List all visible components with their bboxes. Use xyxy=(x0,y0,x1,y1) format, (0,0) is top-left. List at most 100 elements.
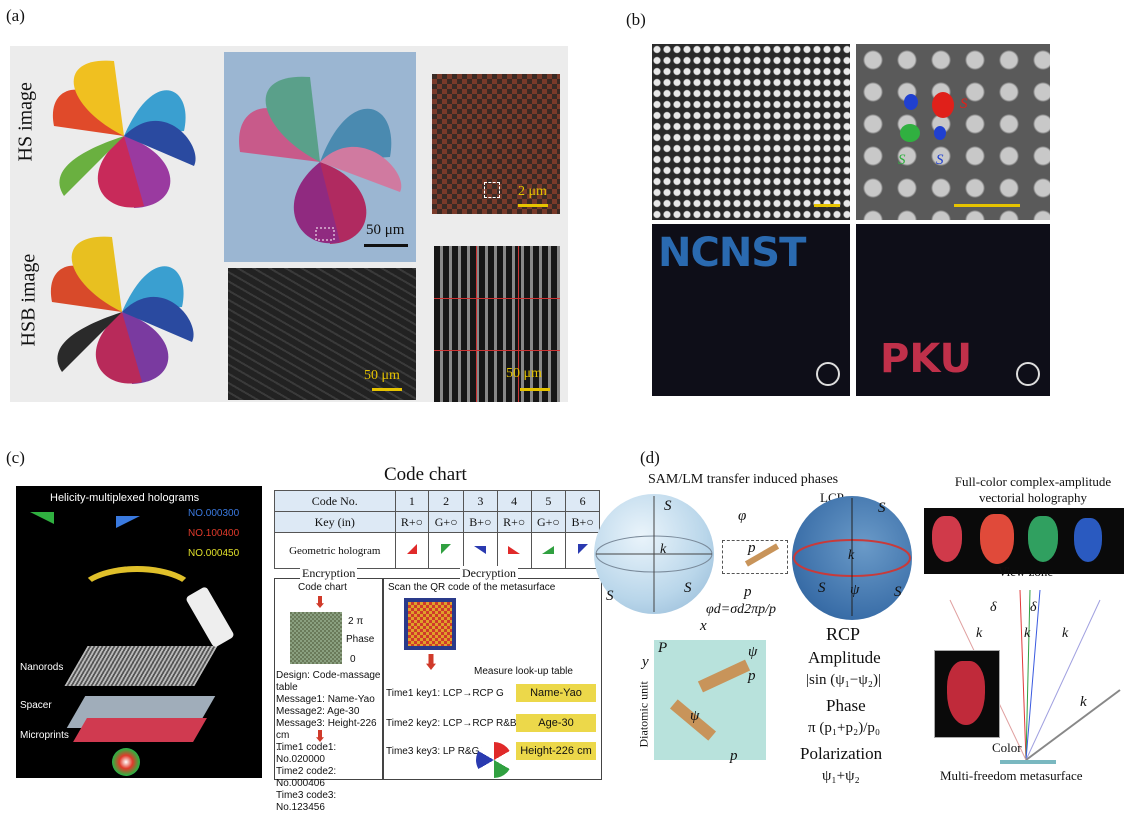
parrot-green xyxy=(1028,516,1058,562)
s-g-label: S xyxy=(898,152,906,168)
rcp-label: RCP xyxy=(826,624,861,644)
red-pillar xyxy=(932,92,954,118)
kx0-label: k xyxy=(660,542,667,557)
blue-triangle xyxy=(116,516,140,528)
P0-label: P xyxy=(658,640,668,656)
phase-eq-2: φd=σd2πp/p xyxy=(706,602,776,617)
time-key-2: Time2 key2: LCP→RCP R&B xyxy=(386,718,517,729)
p-label: p xyxy=(748,540,756,556)
holo-title: Helicity-multiplexed holograms xyxy=(50,492,200,504)
hs-pinwheel-image xyxy=(52,60,196,208)
scale-text-2um: 2 μm xyxy=(518,184,547,199)
phase-eq: π (p₁+p₂)/p₀ xyxy=(808,720,881,736)
amplitude-label: Amplitude xyxy=(808,648,881,667)
ncnst-word: NCNST xyxy=(658,230,806,276)
geo-5 xyxy=(530,532,567,569)
blue-pillar-1 xyxy=(904,94,918,110)
th-4: 4 xyxy=(496,490,532,512)
sem-pillars-image xyxy=(652,44,850,220)
diatomic-label: Diatomic unit xyxy=(636,681,651,748)
k-18: k xyxy=(976,626,983,641)
p2-label: p xyxy=(730,748,738,764)
circular-polarization-icon xyxy=(1016,362,1040,386)
key-5: G+○ xyxy=(530,511,567,533)
polarization-label: Polarization xyxy=(800,744,883,763)
scale-bar-b1 xyxy=(814,204,840,207)
zoom-box xyxy=(484,182,500,198)
qr-code xyxy=(404,598,456,650)
psi-label: ψ xyxy=(850,582,860,598)
scale-text-50um-a2: 50 μm xyxy=(364,368,400,383)
arrow-down xyxy=(426,654,436,670)
metasurface-label: Multi-freedom metasurface xyxy=(940,768,1083,783)
color-label: Color xyxy=(992,740,1022,755)
panel-c-label: (c) xyxy=(6,448,25,467)
key-label: Key (in) xyxy=(274,511,396,533)
scale-bar-50um-a1 xyxy=(364,244,408,247)
scale-text-50um-a3: 50 μm xyxy=(506,366,542,381)
phone-icon xyxy=(185,585,235,649)
fullcolor-title-2: vectorial holography xyxy=(979,490,1087,505)
scale-bar-50um-a3 xyxy=(520,388,550,391)
hsb-pinwheel-image xyxy=(50,236,194,384)
metasurface-plate xyxy=(1000,760,1056,764)
nanorods-label: Nanorods xyxy=(20,662,64,673)
scale-bar-2um xyxy=(518,204,548,207)
scale-bar-b2 xyxy=(954,204,1020,207)
sem-pillars-zoom-image: S S S xyxy=(856,44,1050,220)
th-2: 2 xyxy=(428,490,464,512)
key-2: G+○ xyxy=(428,511,464,533)
enc-dec-box xyxy=(274,578,602,780)
code-chart-title: Code chart xyxy=(384,464,467,485)
phase-mid: Phase xyxy=(346,634,375,645)
panel-b-label: (b) xyxy=(626,10,646,29)
lookup-val-3: Height-226 cm xyxy=(516,742,596,760)
time-key-3: Time3 key3: LP R&G&B xyxy=(386,746,493,757)
parrot-full xyxy=(980,514,1014,564)
time-key-1: Time1 key1: LCP→RCP G xyxy=(386,688,504,699)
nanorod-1 xyxy=(697,659,751,693)
scan-text: Scan the QR code of the metasurface xyxy=(388,582,556,593)
y-label: y xyxy=(642,654,649,670)
geo-4 xyxy=(496,532,532,569)
spacer-label: Spacer xyxy=(20,700,52,711)
enc-dec-divider xyxy=(382,578,384,780)
s2-label-1: S xyxy=(684,580,692,596)
lookup-val-1: Name-Yao xyxy=(516,684,596,702)
geo-3 xyxy=(462,532,498,569)
scale-bar-50um-a2 xyxy=(372,388,402,391)
view-zone-label: View zone xyxy=(998,564,1054,579)
parrot-red xyxy=(932,516,962,562)
polarization-eq: ψ₁+ψ₂ xyxy=(822,768,860,784)
parrot-blue xyxy=(1074,518,1102,562)
checkerboard-image xyxy=(432,74,560,214)
k-0: k xyxy=(1080,694,1087,710)
time-line: Time1 code1: No.020000 xyxy=(276,742,337,765)
key-3: B+○ xyxy=(462,511,498,533)
enc-code-chart: Code chart xyxy=(298,582,347,593)
code-chart-table: Code No. 1 2 3 4 5 6 Key (in) R+○ G+○ B+… xyxy=(274,490,600,569)
k-10: k xyxy=(1024,626,1031,641)
design-line: Message1: Name-Yao xyxy=(276,694,375,705)
parrot-inset xyxy=(934,650,1000,738)
phase-eq-1: φ xyxy=(738,508,747,524)
hs-microscope-image xyxy=(224,52,416,262)
x-label: x xyxy=(700,618,707,634)
parrot-inset-body xyxy=(947,661,985,725)
time-line: Time2 code2: No.000406 xyxy=(276,766,337,789)
psi1-label: ψ xyxy=(748,644,758,660)
sphere-1-axes xyxy=(595,496,713,612)
phase-bot: 0 xyxy=(350,654,356,665)
circular-polarization-icon xyxy=(816,362,840,386)
key-6: B+○ xyxy=(565,511,600,533)
amplitude-eq: |sin (ψ₁−ψ₂)| xyxy=(806,672,881,688)
light-source xyxy=(112,748,140,776)
th-1: 1 xyxy=(394,490,430,512)
time-lines: Time1 code1: No.020000 Time2 code2: No.0… xyxy=(276,742,386,814)
decryption-label: Decryption xyxy=(460,566,518,581)
arrow-down xyxy=(316,730,324,742)
phase-label: Phase xyxy=(826,696,866,715)
ncnst-hologram-image: NCNST xyxy=(652,224,850,396)
s3-label-1: S xyxy=(664,498,672,514)
arrow-down xyxy=(316,596,324,608)
